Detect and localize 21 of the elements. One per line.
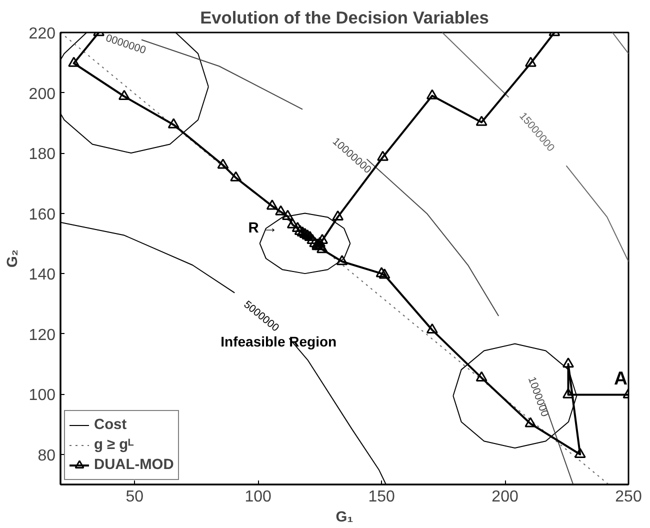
y-tick-label: 220 <box>28 26 56 42</box>
x-tick-label: 250 <box>615 488 642 506</box>
x-tick-label: 50 <box>126 488 144 506</box>
y-tick-label: 180 <box>28 146 56 164</box>
y-axis-title: G₂ <box>4 250 21 268</box>
chart-title: Evolution of the Decision Variables <box>200 8 489 28</box>
x-tick-label: 200 <box>492 488 518 506</box>
y-tick-label: 200 <box>28 86 56 103</box>
annotation: A <box>614 368 628 389</box>
x-axis-title: G₁ <box>336 510 354 526</box>
x-tick-label: 100 <box>244 488 272 506</box>
legend-label: Cost <box>94 417 127 433</box>
y-tick-label: 160 <box>28 206 56 224</box>
y-tick-label: 80 <box>38 447 56 464</box>
y-tick-label: 100 <box>28 387 56 404</box>
x-tick-label: 150 <box>368 488 395 506</box>
y-tick-label: 120 <box>28 326 56 344</box>
y-tick-label: 140 <box>28 266 56 284</box>
legend-label: DUAL-MOD <box>94 457 174 473</box>
annotation: R → <box>248 220 278 236</box>
legend-label: g ≥ gᴸ <box>94 437 134 453</box>
